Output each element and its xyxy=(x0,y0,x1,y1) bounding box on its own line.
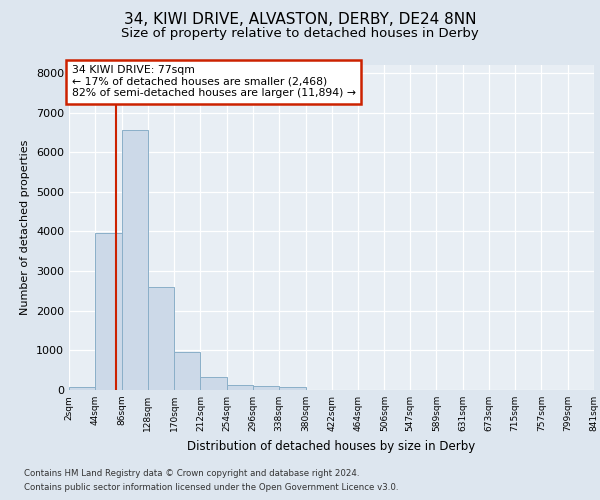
Bar xyxy=(69,387,95,390)
Bar xyxy=(200,376,227,390)
Bar xyxy=(227,385,253,390)
X-axis label: Distribution of detached houses by size in Derby: Distribution of detached houses by size … xyxy=(187,440,476,452)
Text: 34, KIWI DRIVE, ALVASTON, DERBY, DE24 8NN: 34, KIWI DRIVE, ALVASTON, DERBY, DE24 8N… xyxy=(124,12,476,28)
Bar xyxy=(279,387,305,390)
Bar xyxy=(253,386,279,390)
Text: Contains HM Land Registry data © Crown copyright and database right 2024.: Contains HM Land Registry data © Crown c… xyxy=(24,468,359,477)
Text: Size of property relative to detached houses in Derby: Size of property relative to detached ho… xyxy=(121,28,479,40)
Bar xyxy=(122,130,148,390)
Text: Contains public sector information licensed under the Open Government Licence v3: Contains public sector information licen… xyxy=(24,484,398,492)
Bar xyxy=(95,234,122,390)
Y-axis label: Number of detached properties: Number of detached properties xyxy=(20,140,31,315)
Bar xyxy=(148,287,174,390)
Bar xyxy=(174,352,200,390)
Text: 34 KIWI DRIVE: 77sqm
← 17% of detached houses are smaller (2,468)
82% of semi-de: 34 KIWI DRIVE: 77sqm ← 17% of detached h… xyxy=(71,65,356,98)
